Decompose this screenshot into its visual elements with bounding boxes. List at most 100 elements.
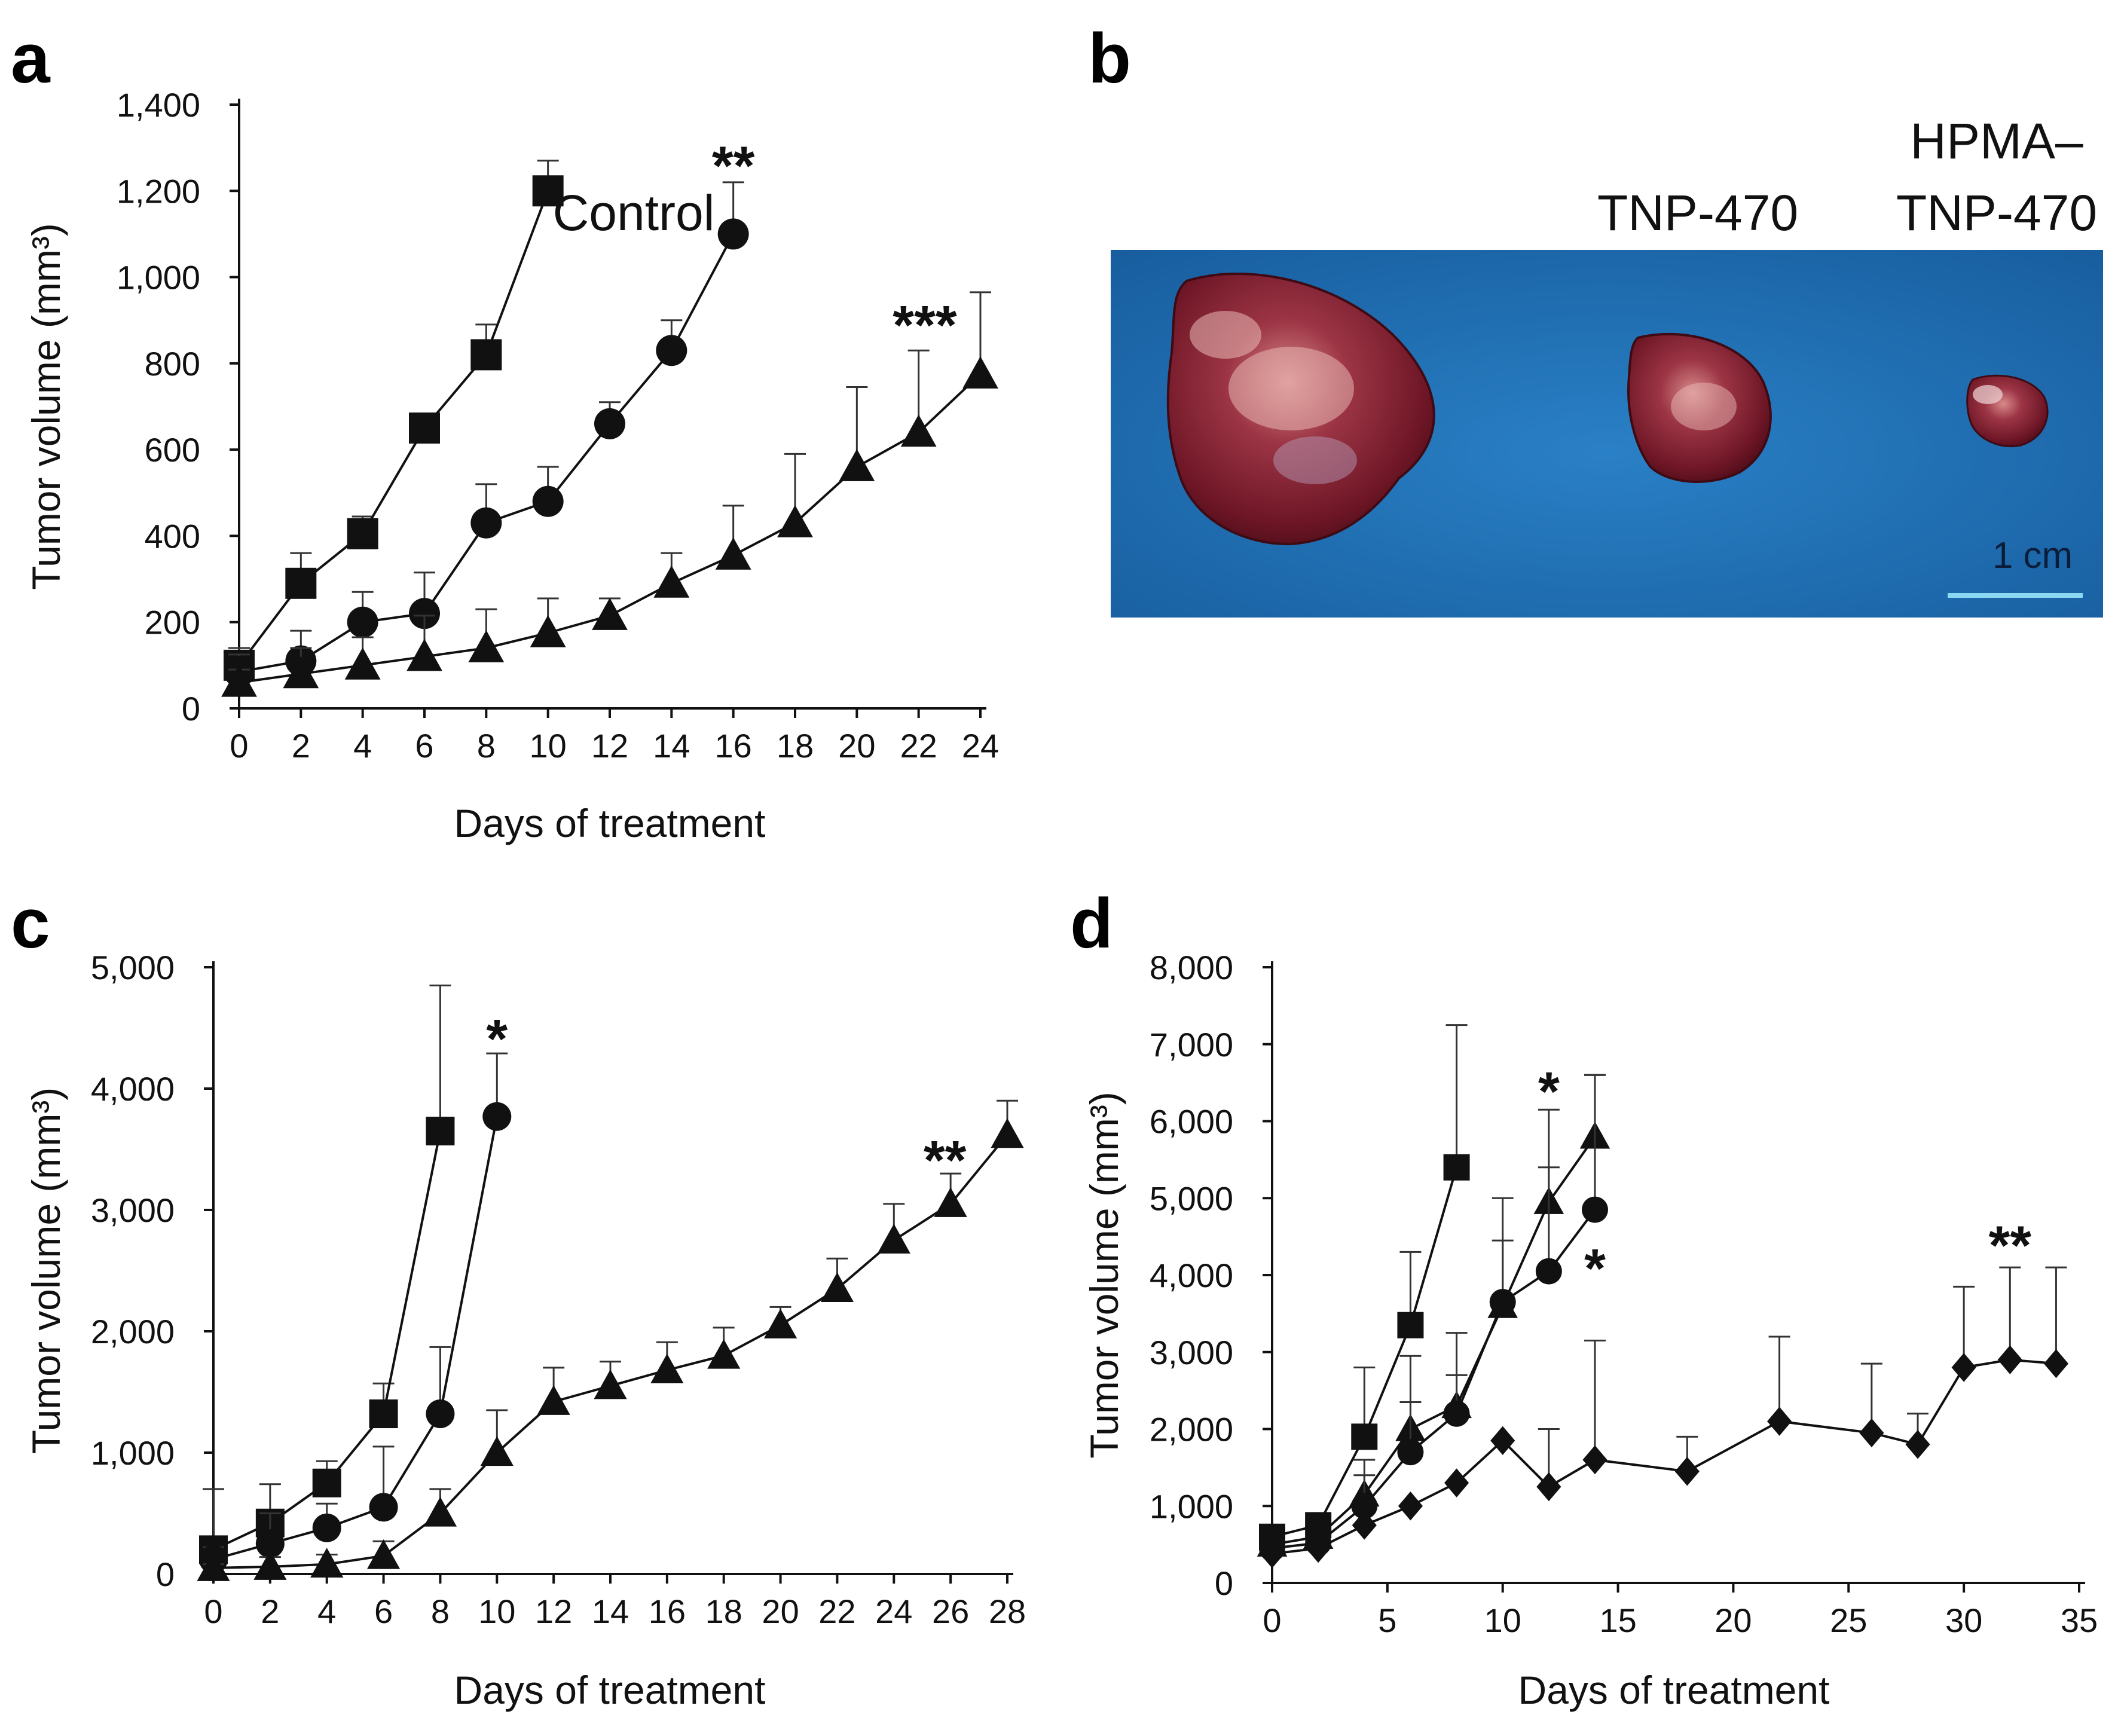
- data-point-circle: [409, 598, 440, 629]
- series-line-triangle: [1272, 1136, 1596, 1546]
- data-point-triangle: [283, 656, 319, 689]
- data-point-triangle: [594, 1369, 627, 1399]
- y-tick-label: 0: [1215, 1564, 1233, 1602]
- data-point-diamond: [1905, 1430, 1930, 1459]
- data-point-triangle: [934, 1187, 967, 1217]
- panel-b-photo: Control TNP-470 HPMA– TNP-470: [553, 113, 2103, 618]
- tumor-label-control: Control: [553, 185, 715, 241]
- panel-label-c: c: [11, 884, 50, 963]
- y-tick-label: 0: [182, 690, 200, 728]
- x-tick-label: 0: [230, 727, 248, 765]
- x-tick-label: 8: [477, 727, 496, 765]
- tumor-tnp470: [1627, 332, 1772, 483]
- data-point-triangle: [763, 1309, 797, 1338]
- data-point-square: [426, 1117, 455, 1146]
- x-tick-label: 24: [875, 1593, 912, 1630]
- data-point-triangle: [366, 1539, 401, 1569]
- y-axis-title: Tumor volume (mm³): [24, 1087, 68, 1454]
- data-point-triangle: [423, 1496, 457, 1527]
- x-tick-label: 14: [653, 727, 690, 765]
- data-point-circle: [1443, 1400, 1470, 1427]
- x-tick-label: 35: [2061, 1601, 2098, 1639]
- significance-marker: *: [1538, 1062, 1560, 1123]
- x-tick-label: 15: [1599, 1601, 1636, 1639]
- x-tick-label: 10: [530, 727, 567, 765]
- x-tick-label: 2: [261, 1593, 279, 1630]
- y-tick-label: 2,000: [1150, 1411, 1233, 1448]
- data-point-triangle: [530, 615, 566, 647]
- data-point-diamond: [1859, 1418, 1884, 1448]
- series-line-circle: [213, 1116, 499, 1561]
- data-point-diamond: [1582, 1445, 1607, 1475]
- tumor-hpma-tnp470: [1966, 374, 2049, 448]
- data-point-triangle: [877, 1224, 910, 1254]
- x-tick-label: 22: [818, 1593, 855, 1630]
- y-tick-label: 1,000: [1150, 1487, 1233, 1525]
- data-point-diamond: [1490, 1426, 1515, 1456]
- data-point-square: [470, 339, 502, 371]
- data-point-triangle: [221, 664, 257, 697]
- series-square: [1259, 1024, 1470, 1550]
- data-point-square: [532, 175, 564, 207]
- data-point-diamond: [1997, 1345, 2022, 1374]
- series-triangle: [197, 1099, 1024, 1581]
- data-point-circle: [347, 606, 378, 638]
- y-tick-label: 5,000: [1150, 1179, 1233, 1217]
- tumor-control: [1166, 273, 1435, 546]
- x-tick-label: 20: [762, 1593, 799, 1630]
- data-point-circle: [1582, 1196, 1608, 1223]
- data-point-triangle: [707, 1339, 741, 1369]
- series-line-circle: [239, 233, 735, 673]
- tumor-label-hpma-line2: TNP-470: [1896, 185, 2097, 241]
- data-point-triangle: [900, 414, 937, 447]
- y-tick-label: 8,000: [1150, 949, 1233, 986]
- data-point-triangle: [653, 565, 690, 598]
- data-point-circle: [532, 485, 564, 517]
- y-tick-label: 5,000: [91, 949, 175, 986]
- chart-d: 0 1,000 2,000 3,000 4,000 5,000 6,000 7,000 8,00…: [1082, 949, 2098, 1712]
- data-point-square: [369, 1399, 398, 1429]
- x-tick-label: 26: [932, 1593, 969, 1630]
- x-tick-label: 16: [715, 727, 752, 765]
- x-axis-title: Days of treatment: [454, 1668, 766, 1712]
- data-point-triangle: [777, 505, 813, 537]
- data-point-square: [347, 518, 378, 549]
- y-tick-label: 1,400: [117, 86, 200, 124]
- y-tick-label: 0: [156, 1555, 175, 1593]
- series-diamond: [1260, 1266, 2068, 1569]
- significance-marker: **: [924, 1130, 967, 1191]
- data-point-circle: [594, 408, 625, 439]
- y-tick-label: 200: [145, 604, 200, 641]
- panel-label-a: a: [11, 19, 51, 98]
- data-point-diamond: [2043, 1349, 2068, 1379]
- data-point-circle: [426, 1399, 455, 1429]
- data-point-triangle: [253, 1550, 287, 1580]
- data-point-triangle: [468, 630, 505, 662]
- data-point-diamond: [1536, 1472, 1561, 1502]
- data-point-circle: [255, 1529, 285, 1558]
- y-tick-label: 2,000: [91, 1313, 175, 1350]
- data-point-diamond: [1767, 1407, 1792, 1436]
- y-tick-label: 1,000: [91, 1434, 175, 1472]
- data-point-triangle: [310, 1548, 344, 1578]
- data-point-triangle: [839, 449, 875, 481]
- x-tick-label: 6: [374, 1593, 393, 1630]
- data-point-circle: [369, 1493, 398, 1522]
- x-tick-label: 16: [649, 1593, 686, 1630]
- data-point-diamond: [1674, 1457, 1700, 1486]
- x-tick-label: 0: [1263, 1601, 1281, 1639]
- x-tick-label: 2: [292, 727, 310, 765]
- series-circle: [199, 1052, 512, 1574]
- x-tick-label: 24: [962, 727, 999, 765]
- y-tick-label: 1,000: [117, 259, 200, 297]
- data-point-circle: [312, 1513, 341, 1542]
- data-point-triangle: [991, 1118, 1024, 1148]
- x-tick-label: 25: [1830, 1601, 1867, 1639]
- data-point-diamond: [1306, 1533, 1331, 1563]
- data-point-triangle: [962, 356, 998, 389]
- x-tick-label: 8: [431, 1593, 450, 1630]
- data-point-triangle: [592, 597, 628, 630]
